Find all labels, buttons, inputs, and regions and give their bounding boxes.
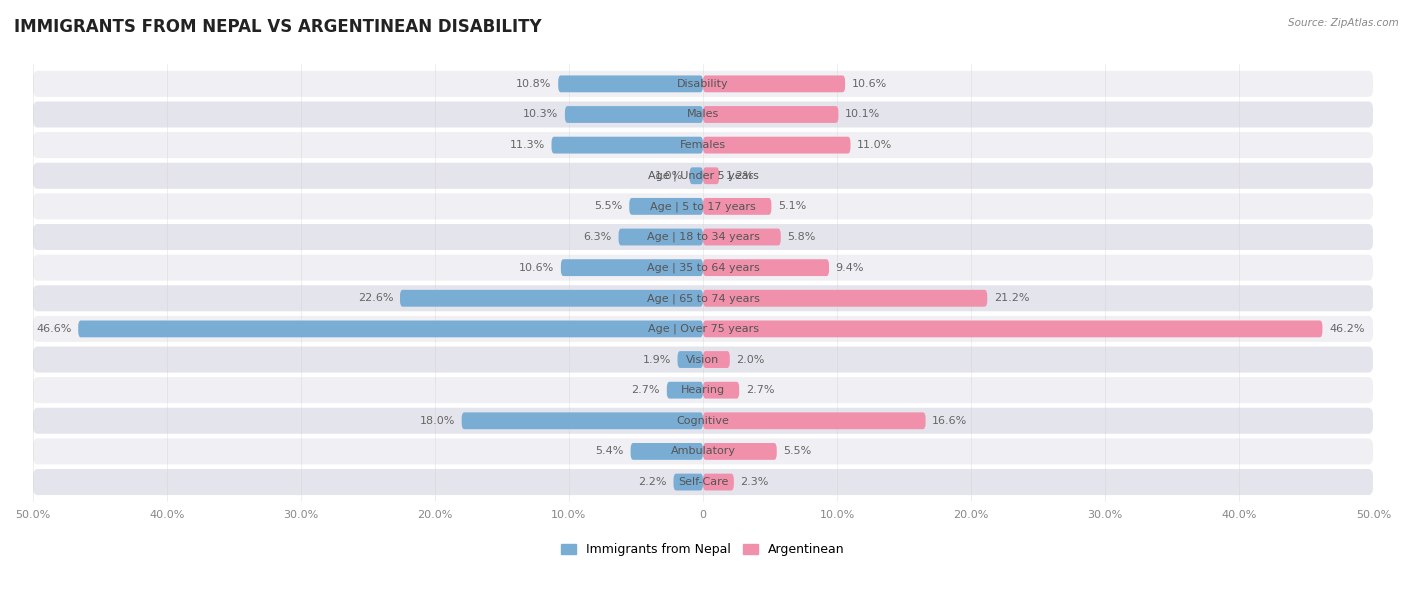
FancyBboxPatch shape [678, 351, 703, 368]
FancyBboxPatch shape [703, 259, 830, 276]
FancyBboxPatch shape [79, 321, 703, 337]
FancyBboxPatch shape [703, 321, 1323, 337]
FancyBboxPatch shape [32, 71, 1374, 97]
FancyBboxPatch shape [32, 132, 1374, 158]
Text: 9.4%: 9.4% [835, 263, 865, 273]
FancyBboxPatch shape [551, 136, 703, 154]
Text: 2.7%: 2.7% [747, 385, 775, 395]
Text: 22.6%: 22.6% [357, 293, 394, 304]
FancyBboxPatch shape [630, 198, 703, 215]
FancyBboxPatch shape [631, 443, 703, 460]
FancyBboxPatch shape [703, 351, 730, 368]
FancyBboxPatch shape [619, 229, 703, 245]
Text: 2.2%: 2.2% [638, 477, 666, 487]
Text: 5.8%: 5.8% [787, 232, 815, 242]
Text: Age | Under 5 years: Age | Under 5 years [648, 171, 758, 181]
Text: Disability: Disability [678, 79, 728, 89]
Legend: Immigrants from Nepal, Argentinean: Immigrants from Nepal, Argentinean [555, 539, 851, 561]
Text: Age | 18 to 34 years: Age | 18 to 34 years [647, 232, 759, 242]
FancyBboxPatch shape [32, 163, 1374, 188]
FancyBboxPatch shape [703, 106, 838, 123]
FancyBboxPatch shape [32, 346, 1374, 373]
Text: 1.9%: 1.9% [643, 354, 671, 365]
FancyBboxPatch shape [703, 474, 734, 490]
Text: 2.7%: 2.7% [631, 385, 659, 395]
FancyBboxPatch shape [703, 443, 776, 460]
Text: 2.3%: 2.3% [741, 477, 769, 487]
Text: IMMIGRANTS FROM NEPAL VS ARGENTINEAN DISABILITY: IMMIGRANTS FROM NEPAL VS ARGENTINEAN DIS… [14, 18, 541, 36]
Text: Age | 65 to 74 years: Age | 65 to 74 years [647, 293, 759, 304]
FancyBboxPatch shape [666, 382, 703, 398]
FancyBboxPatch shape [703, 75, 845, 92]
Text: 21.2%: 21.2% [994, 293, 1029, 304]
Text: Age | Over 75 years: Age | Over 75 years [648, 324, 758, 334]
FancyBboxPatch shape [461, 412, 703, 429]
Text: 10.6%: 10.6% [852, 79, 887, 89]
Text: 1.0%: 1.0% [655, 171, 683, 181]
Text: Self-Care: Self-Care [678, 477, 728, 487]
FancyBboxPatch shape [703, 290, 987, 307]
FancyBboxPatch shape [673, 474, 703, 490]
Text: Vision: Vision [686, 354, 720, 365]
FancyBboxPatch shape [32, 377, 1374, 403]
Text: 10.1%: 10.1% [845, 110, 880, 119]
Text: 5.5%: 5.5% [595, 201, 623, 211]
Text: Age | 35 to 64 years: Age | 35 to 64 years [647, 263, 759, 273]
Text: 10.6%: 10.6% [519, 263, 554, 273]
Text: Hearing: Hearing [681, 385, 725, 395]
FancyBboxPatch shape [703, 136, 851, 154]
Text: 46.6%: 46.6% [37, 324, 72, 334]
Text: 1.2%: 1.2% [725, 171, 754, 181]
Text: 5.4%: 5.4% [596, 446, 624, 457]
FancyBboxPatch shape [558, 75, 703, 92]
Text: Source: ZipAtlas.com: Source: ZipAtlas.com [1288, 18, 1399, 28]
FancyBboxPatch shape [32, 469, 1374, 495]
FancyBboxPatch shape [32, 224, 1374, 250]
Text: Females: Females [681, 140, 725, 150]
FancyBboxPatch shape [32, 438, 1374, 465]
Text: 2.0%: 2.0% [737, 354, 765, 365]
Text: 10.3%: 10.3% [523, 110, 558, 119]
FancyBboxPatch shape [32, 316, 1374, 342]
FancyBboxPatch shape [565, 106, 703, 123]
Text: Age | 5 to 17 years: Age | 5 to 17 years [650, 201, 756, 212]
FancyBboxPatch shape [399, 290, 703, 307]
Text: 11.3%: 11.3% [509, 140, 544, 150]
FancyBboxPatch shape [561, 259, 703, 276]
FancyBboxPatch shape [32, 285, 1374, 312]
Text: 18.0%: 18.0% [419, 416, 456, 426]
FancyBboxPatch shape [703, 412, 925, 429]
Text: 5.5%: 5.5% [783, 446, 811, 457]
Text: 11.0%: 11.0% [858, 140, 893, 150]
Text: Males: Males [688, 110, 718, 119]
FancyBboxPatch shape [703, 382, 740, 398]
FancyBboxPatch shape [703, 167, 718, 184]
Text: Ambulatory: Ambulatory [671, 446, 735, 457]
FancyBboxPatch shape [32, 408, 1374, 434]
FancyBboxPatch shape [32, 255, 1374, 281]
Text: 46.2%: 46.2% [1329, 324, 1365, 334]
FancyBboxPatch shape [689, 167, 703, 184]
Text: 6.3%: 6.3% [583, 232, 612, 242]
FancyBboxPatch shape [32, 102, 1374, 127]
Text: 16.6%: 16.6% [932, 416, 967, 426]
FancyBboxPatch shape [703, 198, 772, 215]
FancyBboxPatch shape [32, 193, 1374, 220]
Text: 10.8%: 10.8% [516, 79, 551, 89]
Text: 5.1%: 5.1% [778, 201, 806, 211]
FancyBboxPatch shape [703, 229, 780, 245]
Text: Cognitive: Cognitive [676, 416, 730, 426]
